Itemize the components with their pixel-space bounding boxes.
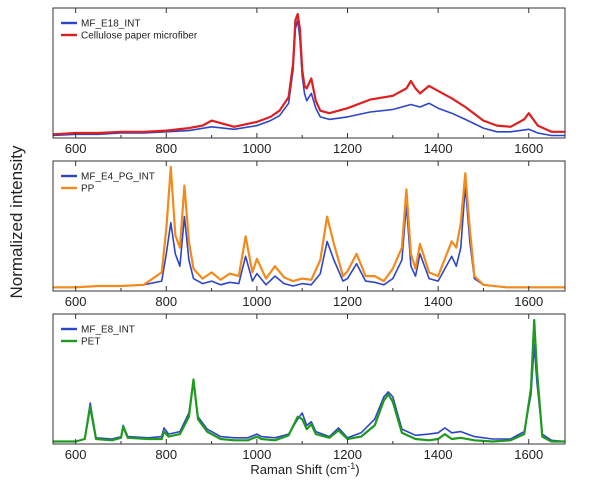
x-tick-label: 800 [155, 294, 177, 309]
x-tick-label: 600 [65, 294, 87, 309]
series-line-3-1 [53, 344, 565, 443]
panel-frame [52, 160, 566, 292]
x-tick-label: 600 [65, 447, 87, 462]
panel-frame [52, 7, 566, 139]
y-axis-title: Normalized intensity [7, 145, 26, 299]
panels-group: 600 800 1000 1200 1400 1600 MF_E18_INTCellulos… [52, 7, 566, 462]
x-tick-label: 1000 [242, 294, 271, 309]
legend-label: Cellulose paper microfiber [81, 31, 198, 42]
series-line-3-2 [53, 318, 565, 443]
legend-label: MF_E18_INT [81, 19, 140, 30]
panel-frame [52, 313, 566, 445]
x-tick-label: 1200 [333, 141, 362, 156]
series-line-1-1 [53, 19, 565, 137]
series-line-2-1 [53, 184, 565, 289]
x-tick-label: 1400 [424, 294, 453, 309]
x-tick-label: 1000 [242, 447, 271, 462]
x-axis-title-sup: -1 [347, 461, 355, 471]
x-tick-label: 1400 [424, 141, 453, 156]
x-tick-label: 600 [65, 141, 87, 156]
x-axis-title-end: ) [355, 462, 359, 477]
x-tick-label: 800 [155, 447, 177, 462]
x-axis-title-main: Raman Shift (cm [250, 462, 347, 477]
legend-label: PP [81, 184, 95, 195]
series-line-2-2 [53, 165, 565, 289]
x-axis-title: Raman Shift (cm-1) [250, 461, 359, 477]
x-tick-label: 1600 [514, 141, 543, 156]
panel-1: 600 800 1000 1200 1400 1600 MF_E18_INTCellulos… [52, 7, 566, 156]
x-tick-label: 1400 [424, 447, 453, 462]
x-tick-label: 800 [155, 141, 177, 156]
x-tick-label: 1600 [514, 294, 543, 309]
x-tick-label: 1600 [514, 447, 543, 462]
legend-label: MF_E8_INT [81, 325, 135, 336]
x-tick-label: 1200 [333, 447, 362, 462]
legend-label: PET [81, 337, 100, 348]
x-tick-label: 1200 [333, 294, 362, 309]
legend-label: MF_E4_PG_INT [81, 172, 155, 183]
series-line-1-2 [53, 12, 565, 136]
x-tick-label: 1000 [242, 141, 271, 156]
